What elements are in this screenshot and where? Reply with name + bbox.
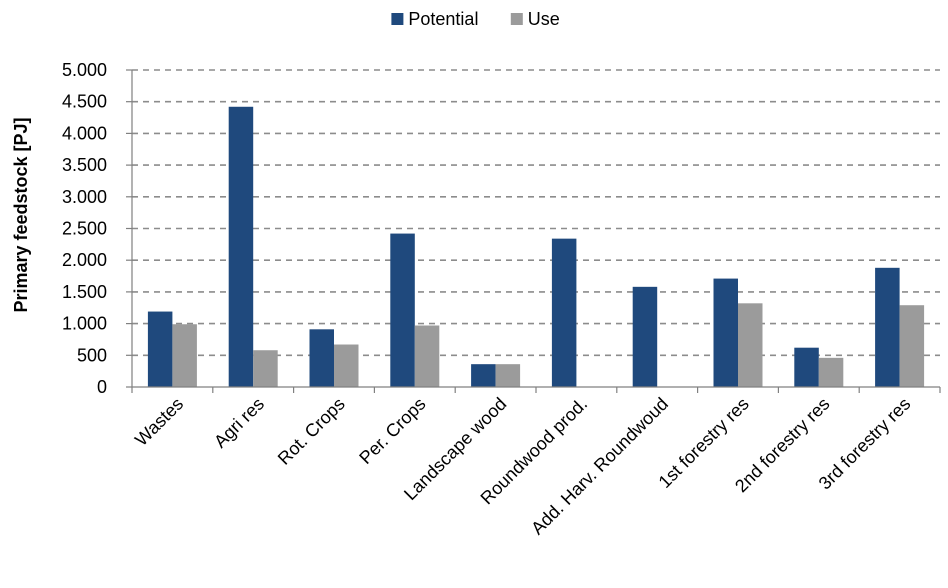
y-tick-label: 2.500 bbox=[62, 219, 107, 239]
bar-potential-8 bbox=[713, 278, 738, 387]
y-axis-label: Primary feedstock [PJ] bbox=[11, 117, 31, 312]
bar-potential-5 bbox=[471, 364, 496, 387]
bar-use-5 bbox=[495, 364, 521, 387]
y-tick-label: 3.500 bbox=[62, 155, 107, 175]
y-tick-label: 500 bbox=[77, 345, 107, 365]
x-tick-label: Wastes bbox=[131, 394, 187, 450]
bar-use-10 bbox=[899, 305, 925, 387]
x-tick-labels: Wastes Agri res Rot. Crops Per. CropsLandsc… bbox=[131, 394, 914, 539]
y-tick-label: 4.500 bbox=[62, 92, 107, 112]
y-tick-label: 0 bbox=[97, 377, 107, 397]
legend: Potential Use bbox=[391, 9, 560, 29]
bar-use-9 bbox=[818, 357, 844, 387]
legend-swatch-use bbox=[510, 13, 523, 25]
x-tick-label: Agri res bbox=[210, 394, 268, 452]
bar-use-8 bbox=[738, 303, 763, 387]
legend-label-potential: Potential bbox=[408, 9, 478, 29]
bar-potential-4 bbox=[390, 233, 415, 387]
y-tick-label: 3.000 bbox=[62, 187, 107, 207]
bar-potential-2 bbox=[228, 106, 254, 387]
y-tick-label: 5.000 bbox=[62, 60, 107, 80]
bar-use-1 bbox=[172, 324, 197, 387]
y-tick-label: 2.000 bbox=[62, 250, 107, 270]
y-tick-labels: 0 500 1.000 1.500 2.000 2.500 3.000 3.500 4.000 4… bbox=[62, 60, 132, 397]
bar-potential-9 bbox=[794, 347, 819, 387]
legend-swatch-potential bbox=[391, 13, 404, 25]
x-tick-label: Add. Harv. Roundwoud bbox=[527, 394, 672, 539]
bar-use-3 bbox=[334, 344, 359, 387]
gridlines bbox=[132, 69, 940, 357]
y-tick-label: 1.500 bbox=[62, 282, 107, 302]
bar-potential-10 bbox=[875, 267, 900, 387]
bar-use-4 bbox=[414, 325, 440, 387]
bar-potential-3 bbox=[309, 329, 334, 387]
legend-label-use: Use bbox=[528, 9, 560, 29]
bar-use-2 bbox=[253, 350, 278, 387]
x-tick-label: Per. Crops bbox=[355, 394, 429, 468]
x-tick-label: Rot. Crops bbox=[274, 394, 349, 469]
axes bbox=[131, 70, 941, 393]
y-tick-label: 1.000 bbox=[62, 314, 107, 334]
bars bbox=[147, 106, 925, 387]
y-tick-label: 4.000 bbox=[62, 123, 107, 143]
bar-potential-7 bbox=[632, 286, 658, 387]
bar-potential-6 bbox=[551, 238, 577, 387]
bar-potential-1 bbox=[147, 311, 173, 387]
